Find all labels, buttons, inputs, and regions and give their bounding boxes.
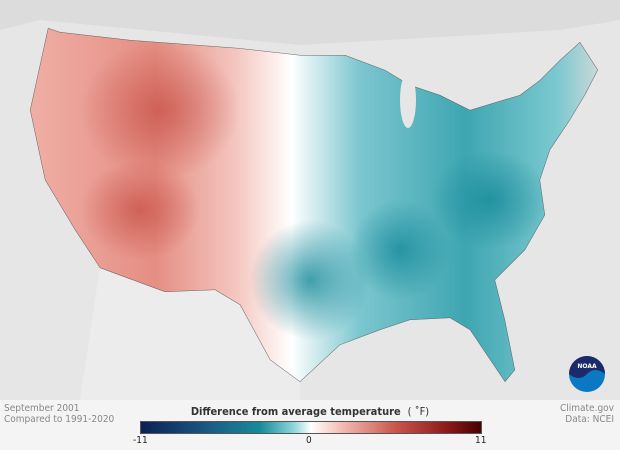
noaa-logo: NOAA [569,356,605,392]
canada [0,0,620,45]
legend-unit: ( ˚F) [407,405,430,418]
svg-text:NOAA: NOAA [577,363,597,370]
legend-colorbar [140,421,482,434]
legend-min: -11 [133,435,148,446]
lake-michigan [400,72,416,128]
legend-mid: 0 [306,435,312,446]
legend-max: 11 [475,435,487,446]
caption: September 2001 Compared to 1991-2020 [4,403,114,425]
credit: Climate.gov Data: NCEI [560,403,614,425]
credit-data: Data: NCEI [565,414,614,425]
legend-title-text: Difference from average temperature [190,405,401,418]
legend-title: Difference from average temperature ( ˚F… [140,405,480,418]
us-temperature-map: NOAA [0,0,620,400]
caption-date: September 2001 [4,403,80,414]
mexico [80,268,300,400]
credit-source: Climate.gov [559,403,614,414]
caption-baseline: Compared to 1991-2020 [4,414,115,425]
